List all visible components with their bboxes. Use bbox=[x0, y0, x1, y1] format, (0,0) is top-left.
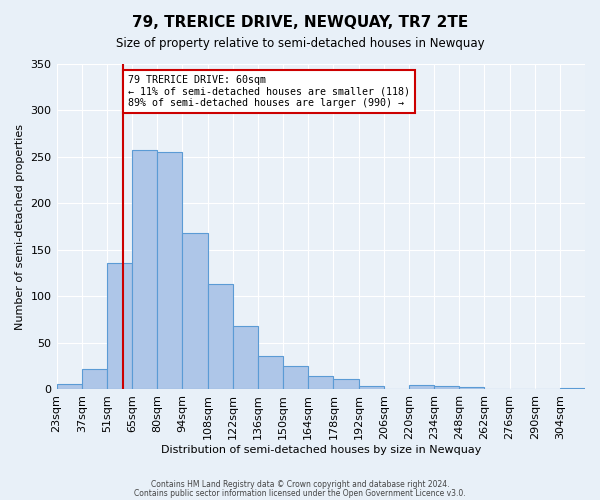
Y-axis label: Number of semi-detached properties: Number of semi-detached properties bbox=[15, 124, 25, 330]
Bar bbox=[107, 263, 132, 390]
Text: Size of property relative to semi-detached houses in Newquay: Size of property relative to semi-detach… bbox=[116, 38, 484, 51]
Bar bbox=[560, 388, 585, 390]
Bar bbox=[182, 233, 208, 390]
Text: 79 TRERICE DRIVE: 60sqm
← 11% of semi-detached houses are smaller (118)
89% of s: 79 TRERICE DRIVE: 60sqm ← 11% of semi-de… bbox=[128, 75, 410, 108]
Bar bbox=[459, 386, 484, 390]
Bar bbox=[509, 388, 535, 390]
Bar bbox=[82, 369, 107, 390]
Text: Contains public sector information licensed under the Open Government Licence v3: Contains public sector information licen… bbox=[134, 489, 466, 498]
Bar bbox=[334, 379, 359, 390]
Bar bbox=[132, 150, 157, 390]
Bar bbox=[359, 386, 383, 390]
Bar bbox=[56, 384, 82, 390]
Text: 79, TRERICE DRIVE, NEWQUAY, TR7 2TE: 79, TRERICE DRIVE, NEWQUAY, TR7 2TE bbox=[132, 15, 468, 30]
Bar bbox=[308, 376, 334, 390]
Text: Contains HM Land Registry data © Crown copyright and database right 2024.: Contains HM Land Registry data © Crown c… bbox=[151, 480, 449, 489]
X-axis label: Distribution of semi-detached houses by size in Newquay: Distribution of semi-detached houses by … bbox=[161, 445, 481, 455]
Bar bbox=[258, 356, 283, 390]
Bar bbox=[233, 326, 258, 390]
Bar bbox=[434, 386, 459, 390]
Bar bbox=[409, 385, 434, 390]
Bar bbox=[283, 366, 308, 390]
Bar bbox=[208, 284, 233, 390]
Bar bbox=[157, 152, 182, 390]
